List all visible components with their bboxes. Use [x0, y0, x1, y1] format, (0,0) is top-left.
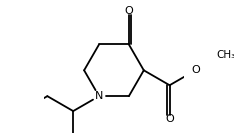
Text: O: O — [191, 65, 200, 75]
Text: N: N — [95, 91, 103, 101]
Text: O: O — [124, 6, 133, 16]
Text: CH₃: CH₃ — [216, 50, 234, 60]
Text: O: O — [165, 114, 174, 124]
